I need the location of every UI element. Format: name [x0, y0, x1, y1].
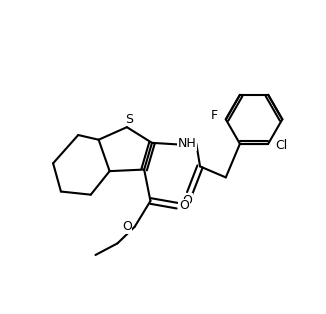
Text: O: O [179, 199, 189, 212]
Text: O: O [122, 220, 132, 233]
Text: Cl: Cl [275, 139, 288, 152]
Text: F: F [211, 109, 218, 122]
Text: O: O [182, 193, 192, 207]
Text: S: S [126, 113, 133, 126]
Text: NH: NH [178, 137, 197, 150]
